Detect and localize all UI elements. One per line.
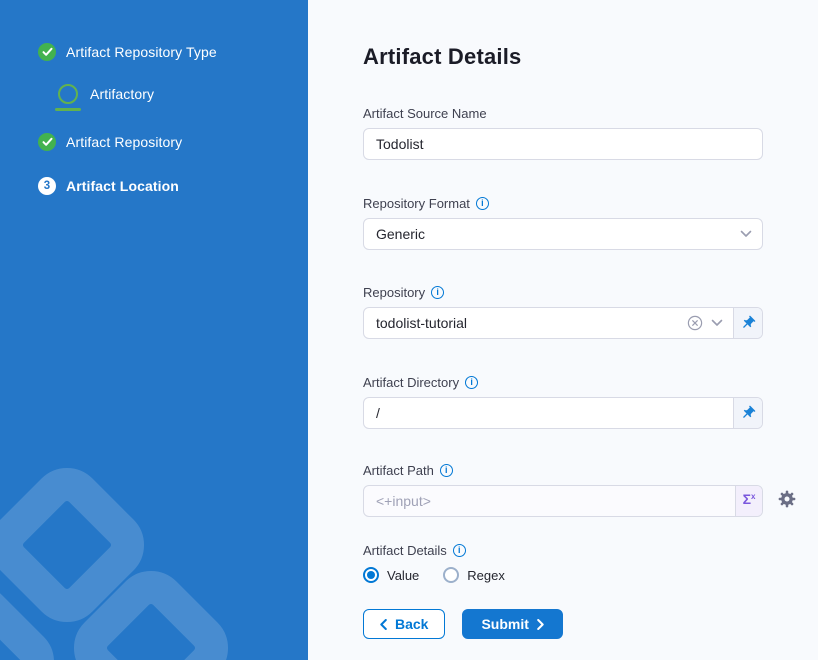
step-complete-check-icon (38, 133, 56, 151)
artifact-source-name-input[interactable]: Todolist (363, 128, 763, 160)
info-icon[interactable]: i (475, 197, 489, 210)
step-complete-check-icon (38, 43, 56, 61)
radio-regex[interactable]: Regex (443, 567, 505, 583)
gear-settings-icon[interactable] (777, 489, 797, 509)
step-label: Artifactory (90, 86, 155, 102)
field-artifact-source-name: Artifact Source Name Todolist (363, 106, 763, 160)
step-artifact-location[interactable]: 3 Artifact Location (38, 177, 179, 195)
radio-unselected-icon (443, 567, 460, 583)
expression-sigma-button[interactable]: Σ x (735, 486, 762, 516)
field-repository: Repository i todolist-tutorial (363, 285, 763, 339)
page-title: Artifact Details (363, 44, 522, 69)
field-artifact-details: Artifact Details i Value Regex (363, 543, 763, 583)
field-label: Repository (363, 285, 426, 300)
step-number-badge: 3 (38, 177, 56, 195)
input-value: / (376, 405, 380, 421)
info-icon[interactable]: i (452, 544, 466, 557)
field-label: Artifact Directory (363, 375, 460, 390)
step-label: Artifact Repository Type (66, 44, 217, 60)
chevron-right-icon (537, 618, 544, 630)
artifactory-icon (55, 84, 81, 111)
field-label: Artifact Path (363, 463, 434, 478)
radio-selected-icon (363, 567, 379, 583)
clear-icon[interactable] (687, 315, 703, 331)
chevron-down-icon[interactable] (711, 319, 723, 327)
info-icon[interactable]: i (439, 464, 453, 477)
step-artifact-repository[interactable]: Artifact Repository (38, 133, 182, 151)
step-artifactory[interactable]: Artifactory (55, 84, 155, 111)
wizard-sidebar: Artifact Repository Type Artifactory Art… (0, 0, 308, 660)
sigma-icon: Σ (742, 491, 751, 507)
step-label: Artifact Repository (66, 134, 183, 150)
input-value: Todolist (376, 136, 424, 152)
input-value: todolist-tutorial (376, 315, 468, 331)
wizard-actions: Back Submit (363, 609, 763, 639)
chevron-down-icon[interactable] (740, 230, 752, 238)
field-label: Artifact Details (363, 543, 447, 558)
sigma-sup: x (750, 492, 756, 501)
field-artifact-path: Artifact Path i <+input> Σ x (363, 463, 796, 517)
field-label: Artifact Source Name (363, 106, 487, 121)
artifact-path-input[interactable]: <+input> Σ x (363, 485, 763, 517)
repository-combobox[interactable]: todolist-tutorial (363, 307, 763, 339)
radio-value[interactable]: Value (363, 567, 419, 583)
back-button[interactable]: Back (363, 609, 446, 639)
field-artifact-directory: Artifact Directory i / (363, 375, 763, 429)
pin-fixed-value-button[interactable] (733, 308, 762, 338)
info-icon[interactable]: i (465, 376, 479, 389)
artifact-directory-input[interactable]: / (363, 397, 763, 429)
pin-fixed-value-button[interactable] (733, 398, 762, 428)
step-artifact-repository-type[interactable]: Artifact Repository Type (38, 43, 217, 61)
field-label: Repository Format (363, 196, 470, 211)
info-icon[interactable]: i (431, 286, 445, 299)
submit-button[interactable]: Submit (462, 609, 563, 639)
artifact-details-panel: Artifact Details Artifact Source Name To… (308, 0, 818, 660)
select-value: Generic (376, 226, 426, 242)
chevron-left-icon (380, 618, 387, 630)
input-placeholder: <+input> (376, 493, 431, 509)
step-label: Artifact Location (66, 178, 179, 194)
repository-format-select[interactable]: Generic (363, 218, 763, 250)
field-repository-format: Repository Format i Generic (363, 196, 763, 250)
